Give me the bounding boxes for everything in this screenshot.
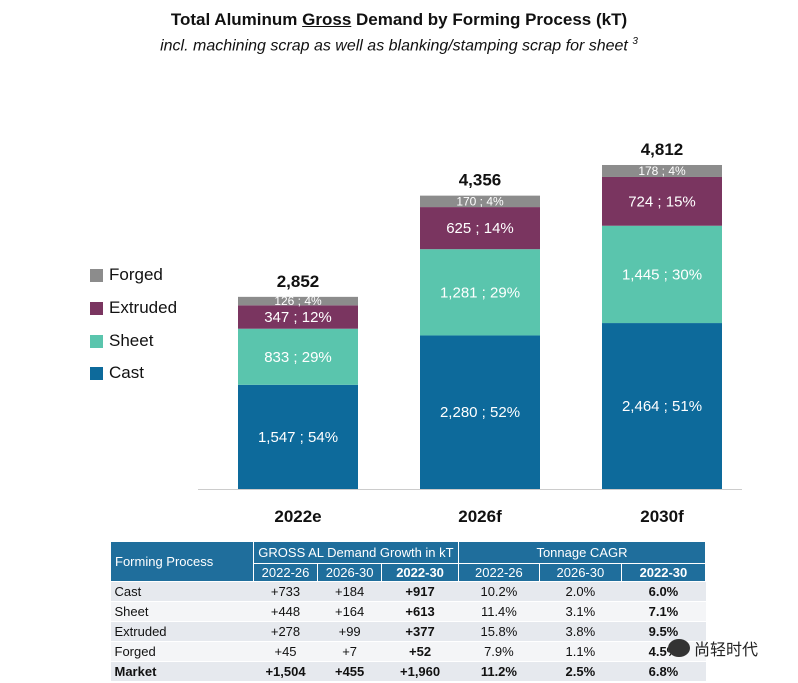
table-row: Sheet +448 +164 +613 11.4% 3.1% 7.1% — [110, 601, 706, 622]
stacked-bar-chart: 1,547 ; 54% 833 ; 29% 347 ; 12%126 ; 4% 2,8… — [198, 140, 742, 526]
table-cell: 1.1% — [539, 641, 622, 662]
bar-segment-sheet-2026f — [420, 249, 540, 336]
total-label-2030f: 4,812 — [641, 140, 684, 159]
table-cell: +613 — [381, 601, 459, 622]
table-cell: 10.2% — [458, 581, 540, 602]
table-cell: +448 — [253, 601, 318, 622]
table-cell: +1,504 — [253, 661, 318, 682]
table-cell: +917 — [381, 581, 459, 602]
data-label-sheet-2030f: 1,445 ; 30% — [622, 266, 702, 283]
legend-swatch-extruded — [90, 301, 103, 315]
table-cell: +733 — [253, 581, 318, 602]
data-label-extruded-2022e: 347 ; 12% — [264, 309, 332, 326]
table-cell: +278 — [253, 621, 318, 642]
table-cell: 7.9% — [458, 641, 540, 662]
category-label-2030f: 2030f — [640, 507, 684, 526]
bar-segment-extruded-2030f — [602, 176, 722, 226]
table-row: Forged +45 +7 +52 7.9% 1.1% 4.5% — [110, 641, 706, 662]
table-cell: 11.4% — [458, 601, 540, 622]
data-label-forged-2022e: 126 ; 4% — [274, 294, 322, 308]
table-row-label: Sheet — [110, 601, 254, 622]
legend-item-forged: Forged — [90, 265, 220, 285]
total-label-2026f: 4,356 — [459, 171, 502, 190]
table-period-header: 2022-26 — [252, 563, 319, 582]
table-row-label: Cast — [110, 581, 254, 602]
wechat-logo-icon — [668, 639, 690, 657]
bar-segment-cast-2022e — [238, 384, 358, 489]
table-header-process: Forming Process — [110, 541, 254, 582]
table-row-label: Forged — [110, 641, 254, 662]
table-cell: +45 — [253, 641, 318, 662]
watermark: 尚轻时代 — [668, 636, 758, 660]
data-label-extruded-2030f: 724 ; 15% — [628, 193, 696, 210]
table-cell: 3.8% — [539, 621, 622, 642]
legend-item-sheet: Sheet — [90, 331, 220, 351]
data-label-forged-2026f: 170 ; 4% — [456, 194, 504, 208]
bar-segment-extruded-2022e — [238, 305, 358, 329]
bar-segment-forged-2026f — [420, 195, 540, 208]
table-period-header: 2026-30 — [538, 563, 622, 582]
table-row: Market +1,504 +455 +1,960 11.2% 2.5% 6.8% — [110, 661, 706, 682]
table-header-cagr: Tonnage CAGR — [457, 541, 707, 564]
table-row: Extruded +278 +99 +377 15.8% 3.8% 9.5% — [110, 621, 706, 642]
table-cell: 11.2% — [458, 661, 540, 682]
table-cell: +52 — [381, 641, 459, 662]
table-period-header: 2026-30 — [317, 563, 383, 582]
table-period-header: 2022-30 — [620, 563, 707, 582]
category-label-2026f: 2026f — [458, 507, 502, 526]
table-period-header: 2022-26 — [457, 563, 540, 582]
table-cell: 9.5% — [621, 621, 706, 642]
bar-segment-extruded-2026f — [420, 207, 540, 250]
bar-segment-forged-2030f — [602, 164, 722, 177]
table-cell: +377 — [381, 621, 459, 642]
table-cell: +7 — [317, 641, 382, 662]
chart-title: Total Aluminum Gross Demand by Forming P… — [170, 10, 628, 29]
table-cell: +184 — [317, 581, 382, 602]
growth-table: Forming Process GROSS AL Demand Growth i… — [110, 541, 707, 682]
data-label-cast-2026f: 2,280 ; 52% — [440, 404, 520, 421]
table-cell: 2.5% — [539, 661, 622, 682]
legend-item-cast: Cast — [90, 363, 220, 383]
legend-swatch-forged — [90, 268, 103, 282]
legend-label-extruded: Extruded — [109, 298, 178, 317]
data-label-sheet-2026f: 1,281 ; 29% — [440, 284, 520, 301]
data-label-sheet-2022e: 833 ; 29% — [264, 349, 332, 366]
table-cell: +164 — [317, 601, 382, 622]
bar-segment-sheet-2030f — [602, 225, 722, 324]
legend-swatch-sheet — [90, 334, 103, 348]
legend-label-cast: Cast — [109, 363, 144, 382]
bar-segment-cast-2026f — [420, 335, 540, 489]
data-label-cast-2022e: 1,547 ; 54% — [258, 429, 338, 446]
bar-segment-forged-2022e — [238, 296, 358, 306]
data-label-cast-2030f: 2,464 ; 51% — [622, 398, 702, 415]
legend-label-sheet: Sheet — [109, 331, 154, 350]
table-row-label: Market — [110, 661, 254, 682]
bar-segment-sheet-2022e — [238, 328, 358, 385]
total-label-2022e: 2,852 — [277, 272, 320, 291]
bar-segment-cast-2030f — [602, 323, 722, 489]
table-cell: 15.8% — [458, 621, 540, 642]
table-cell: 2.0% — [539, 581, 622, 602]
table-header-growth: GROSS AL Demand Growth in kT — [252, 541, 459, 564]
chart-subtitle: incl. machining scrap as well as blankin… — [160, 36, 638, 55]
table-cell: +99 — [317, 621, 382, 642]
table-row-label: Extruded — [110, 621, 254, 642]
table-cell: 7.1% — [621, 601, 706, 622]
category-label-2022e: 2022e — [274, 507, 321, 526]
legend-swatch-cast — [90, 366, 103, 380]
data-label-forged-2030f: 178 ; 4% — [638, 164, 686, 178]
table-row: Cast +733 +184 +917 10.2% 2.0% 6.0% — [110, 581, 706, 602]
table-cell: +455 — [317, 661, 382, 682]
legend-item-extruded: Extruded — [90, 298, 220, 318]
table-cell: +1,960 — [381, 661, 459, 682]
legend-label-forged: Forged — [109, 265, 163, 284]
table-cell: 6.8% — [621, 661, 706, 682]
table-period-header: 2022-30 — [381, 563, 459, 582]
table-cell: 3.1% — [539, 601, 622, 622]
table-cell: 6.0% — [621, 581, 706, 602]
data-label-extruded-2026f: 625 ; 14% — [446, 220, 514, 237]
